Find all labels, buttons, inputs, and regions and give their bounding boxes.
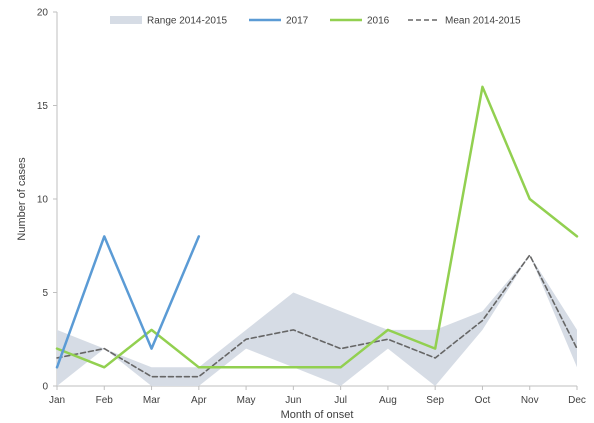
chart-axes: 0 5 10 15 20 Jan Feb Mar Apr May Jun Jul Aug Sep Oct No… [37, 8, 586, 407]
legend-label: 2017 [286, 16, 309, 27]
series-layer [55, 85, 579, 378]
y-tick-label: 20 [37, 8, 49, 19]
series-line-2016 [55, 85, 579, 369]
x-tick-label: Jun [285, 395, 301, 406]
legend-label: 2016 [367, 16, 390, 27]
range-band-area [57, 255, 577, 386]
x-tick-label: Mar [143, 395, 161, 406]
x-tick-label: Jul [334, 395, 347, 406]
x-tick-label: Apr [191, 395, 207, 406]
legend-item: 2017 [249, 16, 309, 27]
y-tick-label: 10 [37, 195, 49, 206]
legend-label: Mean 2014-2015 [445, 16, 521, 27]
x-tick-label: Sep [426, 395, 444, 406]
x-axis-title: Month of onset [281, 409, 354, 421]
x-tick-label: May [237, 395, 256, 406]
y-axis-title: Number of cases [16, 157, 28, 241]
x-tick-label: Nov [521, 395, 539, 406]
legend-item: Mean 2014-2015 [408, 16, 521, 27]
y-tick-label: 5 [42, 288, 48, 299]
legend-item: 2016 [330, 16, 390, 27]
x-tick-label: Aug [379, 395, 397, 406]
x-tick-label: Dec [568, 395, 586, 406]
range-band-layer [57, 255, 577, 386]
x-tick-label: Oct [475, 395, 491, 406]
x-tick-label: Jan [49, 395, 65, 406]
legend-item: Range 2014-2015 [110, 16, 228, 27]
series-line-mean-2014-2015 [56, 254, 578, 378]
legend-swatch-range [110, 16, 142, 24]
y-tick-label: 15 [37, 101, 49, 112]
series-line-2017 [55, 235, 201, 369]
legend: Range 2014-2015 2017 2016 Mean 2014-2015 [110, 16, 521, 27]
legend-label: Range 2014-2015 [147, 16, 228, 27]
x-tick-label: Feb [96, 395, 114, 406]
y-tick-label: 0 [42, 382, 48, 393]
